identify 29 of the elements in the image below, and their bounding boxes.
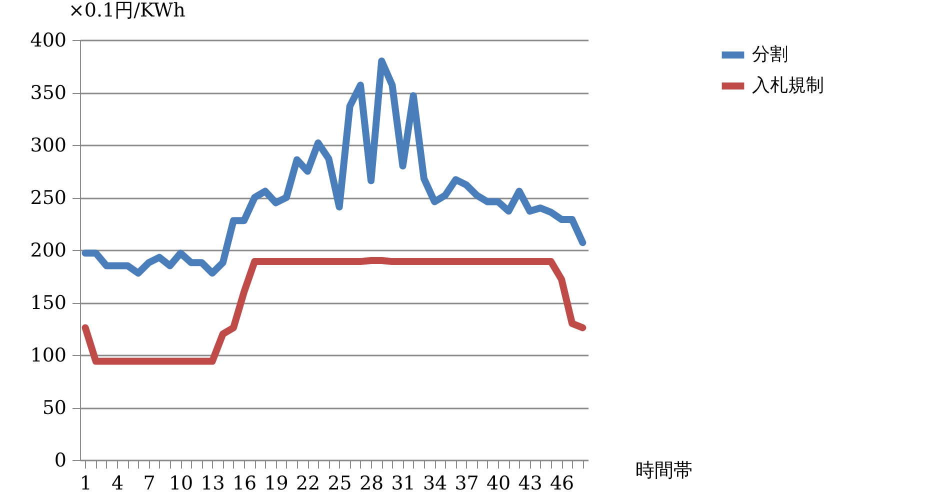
x-tick-label: 25 [328, 472, 352, 494]
x-tick-label: 10 [168, 472, 194, 494]
y-tick-label: 250 [30, 187, 66, 209]
y-axis-title: ×0.1円/KWh [68, 0, 186, 22]
y-tick-label: 350 [30, 82, 66, 104]
x-tick-label: 40 [486, 472, 511, 494]
x-tick-label: 4 [111, 472, 124, 494]
x-tick-label: 16 [232, 472, 257, 494]
y-tick-label: 0 [54, 450, 66, 472]
y-tick-label: 50 [42, 397, 66, 419]
x-tick-label: 28 [359, 472, 384, 494]
y-tick-label: 100 [30, 344, 66, 366]
x-tick-label: 43 [518, 472, 542, 494]
x-tick-label: 34 [422, 472, 448, 494]
x-tick-label: 13 [200, 472, 225, 494]
x-tick-label: 46 [550, 472, 574, 494]
y-tick-label: 150 [30, 292, 66, 314]
legend-label: 分割 [752, 44, 788, 65]
y-tick-label: 400 [30, 30, 66, 52]
x-axis-title: 時間帯 [636, 460, 692, 482]
legend-label: 入札規制 [752, 75, 824, 96]
x-tick-label: 1 [80, 472, 92, 494]
y-tick-label: 200 [30, 240, 66, 262]
x-tick-label: 31 [391, 472, 416, 494]
x-tick-label: 19 [264, 472, 288, 494]
x-tick-label: 7 [143, 472, 156, 494]
x-tick-label: 22 [296, 472, 320, 494]
y-tick-label: 300 [30, 134, 66, 156]
x-tick-label: 37 [454, 472, 479, 494]
